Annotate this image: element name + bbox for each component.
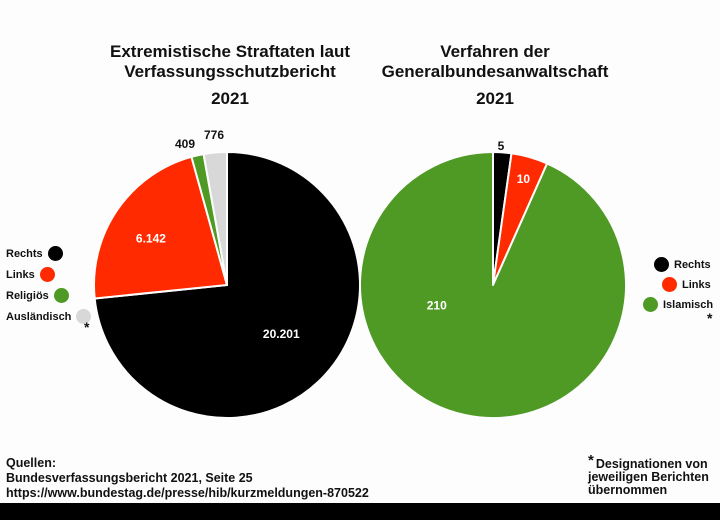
legend-swatch-rechts	[47, 246, 63, 261]
data-label-religiös: 409	[175, 137, 195, 151]
legend-swatch-links	[39, 267, 55, 282]
data-label-links: 10	[517, 172, 531, 186]
legend-right-islamisch: Islamisch	[643, 297, 713, 312]
bottom-bar	[0, 503, 720, 520]
legend-label: Rechts	[6, 247, 43, 260]
chart-title-left-line2: Verfassungsschutzbericht	[124, 62, 336, 81]
sources-heading: Quellen:	[6, 456, 57, 470]
footnote-line-1: Designationen von	[595, 457, 708, 471]
legend-swatch-auslaendisch	[76, 309, 92, 324]
legend-left-auslaendisch: Ausländisch	[6, 309, 92, 324]
pie-1: 5 10 210	[359, 139, 627, 419]
legend-right-rechts: Rechts	[654, 257, 711, 272]
data-label-islamisch: 210	[427, 298, 447, 312]
footnote-line-2: jeweiligen Berichten	[588, 470, 709, 484]
pie-0: 20.201 6.142 409 776	[93, 128, 361, 419]
pie-slice-islamisch	[359, 151, 627, 419]
chart-title-left-line1: Extremistische Straftaten laut	[110, 42, 350, 61]
legend-left-asterisk: *	[84, 319, 90, 335]
legend-swatch-religioes	[53, 288, 69, 303]
legend-right-asterisk: *	[707, 310, 713, 326]
data-label-rechts: 20.201	[263, 327, 300, 341]
chart-title-right-line1: Verfahren der	[440, 42, 550, 61]
legend-label: Ausländisch	[6, 310, 72, 323]
legend-swatch-links	[662, 277, 677, 292]
legend-label: Links	[6, 268, 35, 281]
legend-swatch-islamisch	[643, 297, 658, 312]
legend-swatch-rechts	[654, 257, 669, 272]
pie-slice-ausländisch	[202, 151, 228, 286]
data-label-ausländisch: 776	[204, 128, 224, 142]
footnote: * Designationen von jeweiligen Berichten…	[588, 452, 709, 497]
pie-slice-links	[93, 155, 228, 300]
data-label-rechts: 5	[498, 139, 505, 153]
sources-line-2: https://www.bundestag.de/presse/hib/kurz…	[6, 486, 369, 500]
chart-subtitle-left: 2021	[211, 89, 249, 108]
legend-label: Links	[682, 278, 711, 291]
sources: Quellen: Bundesverfassungsbericht 2021, …	[6, 456, 369, 501]
chart-title-right-line2: Generalbundesanwaltschaft	[381, 62, 609, 81]
legend-right-links: Links	[662, 277, 711, 292]
chart-subtitle-right: 2021	[476, 89, 514, 108]
legend-label: Religiös	[6, 289, 49, 302]
legend-left-rechts: Rechts	[6, 246, 63, 261]
sources-line-1: Bundesverfassungsbericht 2021, Seite 25	[6, 471, 253, 485]
legend-label: Rechts	[674, 258, 711, 271]
chart-title-right: Verfahren der Generalbundesanwaltschaft	[370, 42, 620, 82]
legend-left-links: Links	[6, 267, 55, 282]
footnote-asterisk: *	[588, 452, 594, 469]
footnote-line-3: übernommen	[588, 483, 668, 497]
legend-label: Islamisch	[663, 298, 714, 311]
data-label-links: 6.142	[136, 231, 166, 245]
legend-left-religioes: Religiös	[6, 288, 69, 303]
chart-title-left: Extremistische Straftaten laut Verfassun…	[80, 42, 380, 82]
